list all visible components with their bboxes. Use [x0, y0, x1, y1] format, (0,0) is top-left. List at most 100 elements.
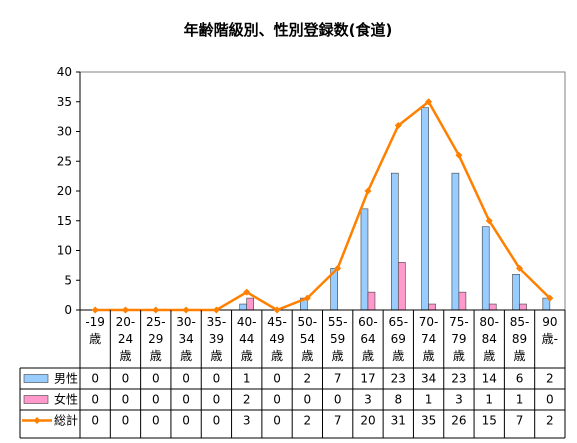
category-label: 20-: [116, 315, 136, 329]
table-cell-value: 8: [394, 393, 402, 407]
table-cell-value: 3: [364, 393, 372, 407]
plot-area: [79, 71, 566, 311]
category-label: 65-: [388, 315, 408, 329]
category-label: -19: [85, 315, 105, 329]
legend-label: 男性: [54, 372, 78, 386]
table-cell-value: 15: [482, 414, 497, 428]
total-point: [364, 187, 372, 195]
table-cell-value: 31: [391, 414, 406, 428]
y-tick-label: 20: [57, 184, 72, 198]
category-label: 歳: [301, 349, 313, 363]
total-point: [455, 151, 463, 159]
table-cell-value: 14: [482, 372, 497, 386]
category-label: 39: [209, 332, 224, 346]
category-label: 59: [330, 332, 345, 346]
table-cell-value: 0: [213, 372, 221, 386]
total-point: [485, 217, 493, 225]
category-label: 45-: [267, 315, 287, 329]
category-label: 歳: [514, 349, 526, 363]
table-cell-value: 26: [451, 414, 466, 428]
category-label: 84: [482, 332, 497, 346]
female-bar: [367, 291, 376, 311]
total-point: [303, 294, 311, 302]
category-label: 29: [148, 332, 163, 346]
y-tick-label: 5: [64, 273, 72, 287]
data-table: -19 歳 20- 24 歳 25- 29 歳 30- 34 歳 35- 39 歳 40- 44 歳 45- 49 歳…: [19, 310, 566, 439]
category-label: 55-: [328, 315, 348, 329]
table-cell-value: 35: [421, 414, 436, 428]
table-cell-value: 17: [360, 372, 375, 386]
table-cell-value: 3: [243, 414, 251, 428]
male-bar: [481, 226, 490, 311]
category-label: 69: [391, 332, 406, 346]
table-cell-value: 3: [455, 393, 463, 407]
category-label: 歳: [89, 332, 101, 346]
category-label: 40-: [237, 315, 257, 329]
table-cell-value: 34: [421, 372, 436, 386]
bars: [80, 107, 565, 311]
table-cell-value: 1: [485, 393, 493, 407]
y-axis: 0 5 10 15 20 25 30 35 40: [57, 65, 81, 317]
category-label: 歳: [483, 349, 495, 363]
category-label: 44: [239, 332, 254, 346]
category-label: 歳: [180, 349, 192, 363]
legend-swatch: [23, 395, 49, 404]
female-bar: [397, 262, 406, 311]
table-cell-value: 2: [546, 414, 554, 428]
table-cell-value: 2: [243, 393, 251, 407]
legend-swatch: [23, 374, 49, 383]
female-bar: [428, 303, 436, 311]
y-tick-label: 0: [64, 303, 72, 317]
table-cell-value: 0: [213, 393, 221, 407]
table-cell-value: 0: [213, 414, 221, 428]
total-point: [394, 122, 402, 130]
table-cell-value: 0: [304, 393, 312, 407]
category-label: 54: [300, 332, 315, 346]
category-label: 79: [451, 332, 466, 346]
category-label: 24: [118, 332, 133, 346]
female-bar: [488, 303, 497, 311]
table-cell-value: 0: [273, 393, 281, 407]
y-tick-label: 10: [57, 244, 72, 258]
total-line-path: [95, 99, 551, 312]
table-cell-value: 23: [391, 372, 406, 386]
total-point: [516, 264, 524, 272]
table-cell-value: 2: [304, 414, 312, 428]
table-cell-value: 7: [334, 372, 342, 386]
category-label: 74: [421, 332, 436, 346]
plot-frame: [79, 71, 566, 311]
legend-label: 総計: [54, 413, 78, 428]
category-label: 85-: [510, 315, 530, 329]
table-cell-value: 0: [152, 414, 160, 428]
total-point: [243, 288, 251, 296]
female-bar: [246, 297, 255, 311]
category-label: 75-: [449, 315, 469, 329]
table-cell-value: 0: [182, 372, 190, 386]
total-point: [152, 306, 160, 314]
table-cell-value: 20: [360, 414, 375, 428]
category-label: 歳: [241, 349, 253, 363]
table-cell-value: 1: [425, 393, 433, 407]
table-cell-value: 0: [182, 414, 190, 428]
table-cell-value: 0: [273, 414, 281, 428]
table-cell-value: 0: [91, 414, 99, 428]
total-point: [121, 306, 129, 314]
male-bar: [239, 303, 248, 311]
total-point: [212, 306, 220, 314]
table-cell-value: 1: [516, 393, 524, 407]
female-bar: [458, 291, 467, 311]
category-label: 歳: [271, 349, 283, 363]
category-label: 89: [512, 332, 527, 346]
table-cell-value: 0: [122, 372, 130, 386]
table-cell-value: 0: [546, 393, 554, 407]
table-cell-value: 1: [243, 372, 251, 386]
category-label: 35-: [207, 315, 227, 329]
legend-label: 女性: [54, 392, 78, 407]
table-cell-value: 0: [122, 393, 130, 407]
category-label: 25-: [146, 315, 166, 329]
category-label: 歳: [332, 349, 344, 363]
category-label: 歳: [423, 349, 435, 363]
table-cell-value: 7: [516, 414, 524, 428]
category-label: 49: [269, 332, 284, 346]
